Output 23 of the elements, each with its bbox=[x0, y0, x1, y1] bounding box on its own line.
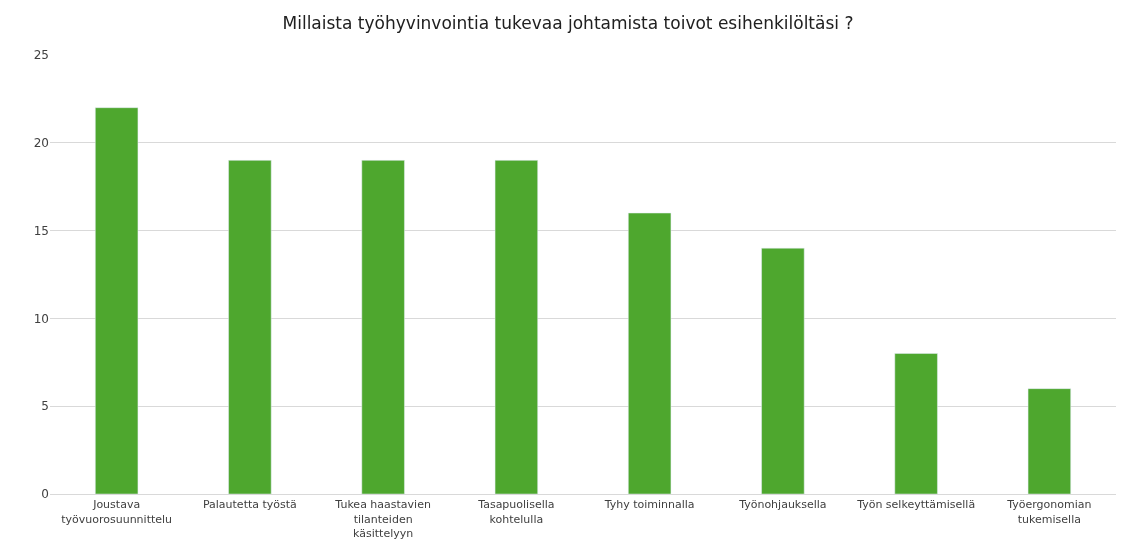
bar bbox=[628, 212, 672, 494]
x-tick-label: Tyhy toiminnalla bbox=[603, 498, 695, 512]
bar bbox=[494, 160, 538, 494]
x-tick-label: Työnohjauksella bbox=[738, 498, 827, 512]
x-tick-label: Työn selkeyttämisellä bbox=[856, 498, 976, 512]
x-tick-label: Tasapuolisella kohtelulla bbox=[477, 498, 555, 526]
bar bbox=[1027, 388, 1071, 494]
bar bbox=[95, 107, 139, 494]
bar bbox=[228, 160, 272, 494]
chart-title: Millaista työhyvinvointia tukevaa johtamista toivot esihenkilöltäsi ? bbox=[282, 12, 854, 33]
y-tick-label: 25 bbox=[33, 48, 49, 63]
x-tick-label: Palautetta työstä bbox=[202, 498, 297, 512]
y-tick-label: 15 bbox=[33, 223, 49, 238]
bar bbox=[894, 353, 938, 494]
x-tick-label: Joustava työvuorosuunnittelu bbox=[61, 498, 173, 526]
bar bbox=[761, 247, 805, 494]
y-tick-label: 10 bbox=[33, 311, 49, 326]
y-tick-label: 0 bbox=[41, 487, 49, 502]
x-tick-label: Tukea haastavien tilanteiden käsittelyyn bbox=[334, 498, 431, 540]
y-tick-label: 20 bbox=[33, 136, 49, 150]
bar bbox=[361, 160, 405, 494]
y-tick-label: 5 bbox=[41, 399, 49, 414]
x-tick-label: Työergonomian tukemisella bbox=[1006, 498, 1092, 526]
